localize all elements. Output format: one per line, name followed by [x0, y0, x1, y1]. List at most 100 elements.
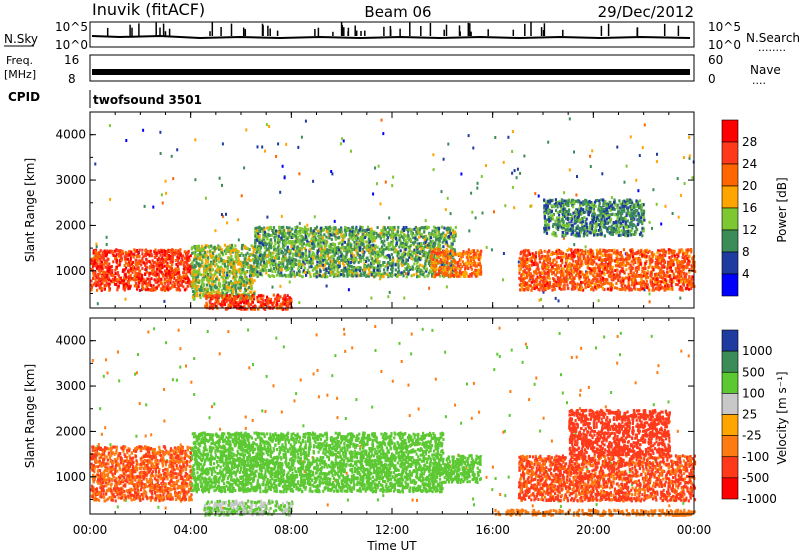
echo-cell — [258, 250, 261, 254]
echo-cell — [106, 269, 109, 273]
echo-cell — [452, 274, 455, 278]
echo-cell — [98, 255, 101, 259]
echo-cell — [463, 273, 467, 277]
echo-cell — [195, 257, 198, 261]
echo-cell — [333, 253, 336, 257]
echo-cell — [337, 260, 341, 264]
echo-cell — [176, 264, 179, 268]
echo-cell — [111, 268, 114, 272]
echo-cell — [240, 294, 243, 297]
echo-cell — [165, 275, 168, 279]
echo-cell — [118, 263, 121, 267]
echo-cell — [339, 142, 342, 146]
echo-cell — [454, 225, 457, 229]
echo-cell — [516, 167, 519, 171]
echo-cell — [431, 253, 434, 257]
echo-cell — [416, 230, 419, 234]
echo-cell — [186, 262, 189, 266]
echo-cell — [250, 287, 253, 291]
echo-cell — [420, 226, 423, 230]
echo-cell — [358, 239, 361, 243]
echo-cell — [333, 268, 336, 272]
echo-cell — [217, 299, 220, 303]
echo-cell — [479, 266, 482, 270]
echo-cell — [190, 280, 193, 284]
echo-cell — [221, 297, 225, 301]
echo-cell — [300, 135, 303, 139]
echo-cell — [209, 250, 212, 254]
echo-cell — [243, 291, 246, 295]
echo-cell — [395, 250, 398, 254]
echo-cell — [273, 300, 276, 304]
echo-cell — [236, 218, 239, 222]
echo-cell — [220, 275, 223, 279]
echo-cell — [432, 270, 435, 274]
echo-cell — [242, 267, 245, 271]
echo-cell — [263, 302, 266, 306]
echo-cell — [258, 245, 261, 248]
echo-cell — [238, 301, 241, 305]
echo-cell — [170, 259, 173, 263]
echo-cell — [140, 276, 143, 280]
echo-cell — [166, 287, 169, 291]
echo-cell — [285, 226, 289, 230]
echo-cell — [230, 258, 233, 262]
echo-cell — [463, 270, 466, 274]
echo-cell — [163, 249, 167, 253]
echo-cell — [346, 250, 349, 254]
echo-cell — [519, 171, 522, 175]
echo-cell — [289, 302, 292, 306]
echo-cell — [315, 238, 318, 242]
echo-cell — [368, 240, 371, 244]
echo-cell — [269, 300, 272, 304]
echo-cell — [129, 284, 132, 288]
echo-cell — [309, 240, 313, 244]
echo-cell — [244, 265, 247, 269]
frequency-panel: Freq. [MHz] 16 8 60 0 Nave .... — [4, 53, 781, 87]
echo-cell — [99, 284, 102, 288]
echo-cell — [94, 277, 97, 281]
echo-cell — [284, 265, 287, 269]
echo-cell — [209, 273, 212, 276]
echo-cell — [198, 258, 201, 262]
echo-cell — [309, 272, 312, 276]
echo-cell — [359, 259, 363, 263]
echo-cell — [202, 277, 205, 281]
echo-cell — [250, 303, 253, 307]
echo-cell — [358, 248, 362, 252]
echo-cell — [422, 245, 425, 249]
echo-cell — [315, 271, 318, 274]
echo-cell — [234, 260, 237, 264]
echo-cell — [217, 288, 220, 292]
echo-cell — [475, 274, 478, 278]
echo-cell — [359, 236, 362, 239]
echo-cell — [194, 287, 197, 291]
echo-cell — [158, 269, 161, 273]
echo-cell — [451, 268, 454, 272]
echo-cell — [374, 266, 377, 270]
echo-cell — [174, 259, 177, 262]
echo-cell — [387, 247, 391, 251]
echo-cell — [309, 248, 312, 251]
echo-cell — [237, 282, 240, 286]
echo-cell — [335, 264, 338, 268]
echo-cell — [467, 253, 470, 257]
echo-cell — [391, 266, 394, 270]
echo-cell — [322, 266, 325, 270]
echo-cell — [176, 283, 179, 287]
echo-cell — [284, 238, 287, 242]
echo-cell — [174, 248, 177, 252]
echo-cell — [141, 252, 144, 256]
echo-cell — [457, 252, 460, 256]
echo-cell — [298, 249, 301, 253]
echo-cell — [454, 261, 457, 265]
echo-cell — [184, 260, 187, 264]
echo-cell — [194, 278, 197, 282]
echo-cell — [289, 230, 292, 234]
echo-cell — [403, 262, 406, 266]
echo-cell — [432, 255, 435, 259]
echo-cell — [193, 244, 196, 248]
echo-cell — [122, 287, 125, 291]
echo-cell — [477, 272, 480, 275]
echo-cell — [439, 269, 442, 273]
